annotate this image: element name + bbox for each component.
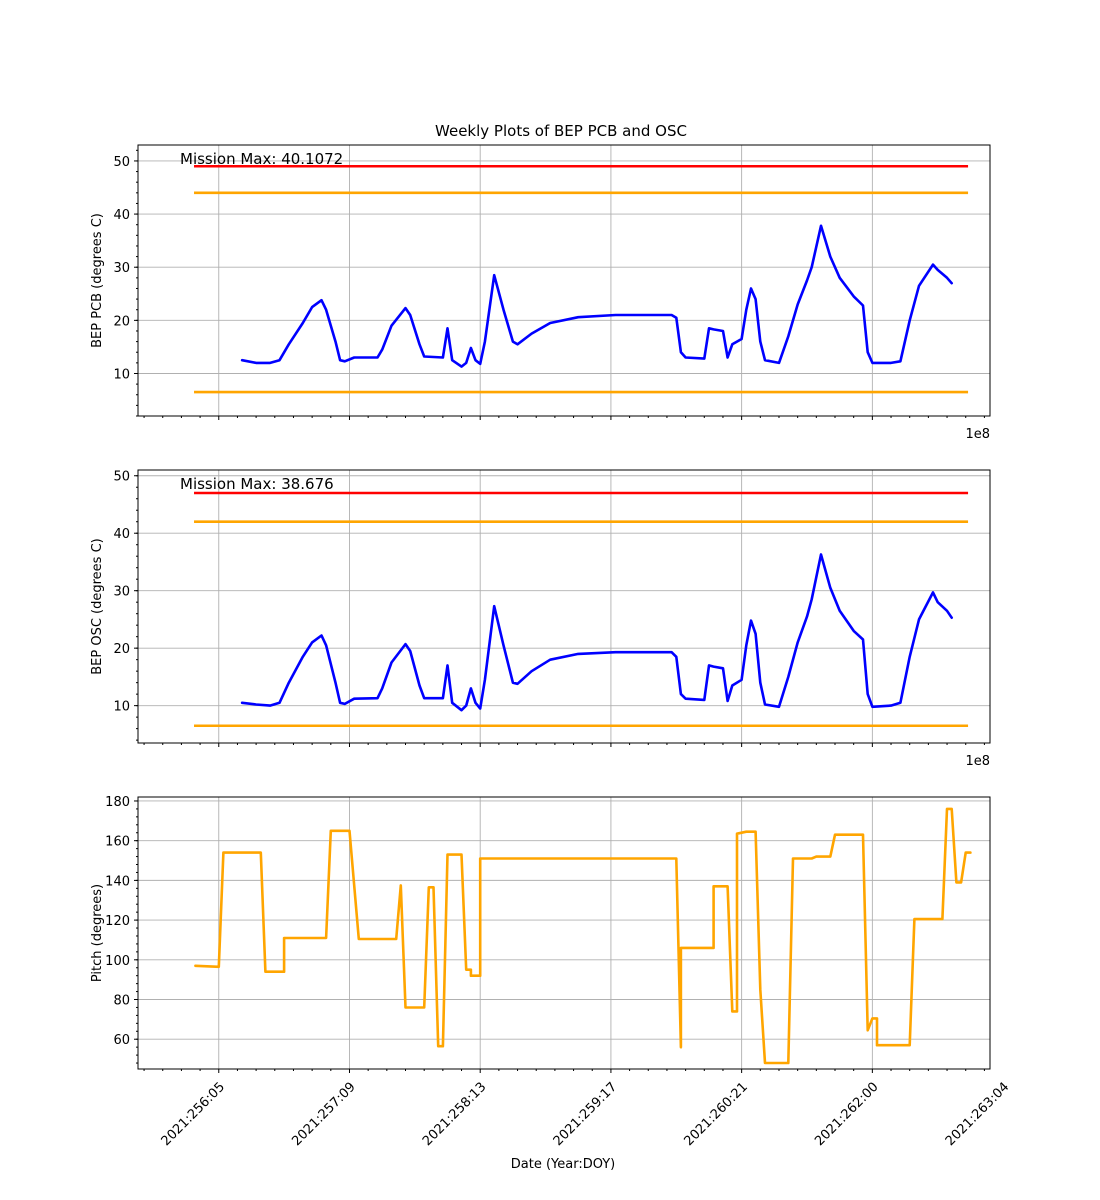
y-tick-label: 60	[113, 1033, 130, 1048]
series-line	[240, 553, 954, 712]
y-axis-title: Pitch (degrees)	[90, 884, 105, 982]
axes-frame	[137, 469, 991, 744]
y-tick-label: 20	[113, 314, 130, 329]
panel-1: Mission Max: 40.1072 10 20 30 40 50 1e8 BEP PCB…	[90, 144, 991, 442]
y-tick-label: 20	[113, 642, 130, 657]
mission-max-annotation: Mission Max: 38.676	[180, 475, 334, 493]
x-axis-title: Date (Year:DOY)	[511, 1157, 616, 1172]
series-line	[240, 224, 954, 368]
y-axis-title: BEP PCB (degrees C)	[90, 213, 105, 348]
y-tick-label: 180	[105, 795, 130, 810]
y-axis-title: BEP OSC (degrees C)	[90, 538, 105, 674]
axes-frame	[137, 144, 991, 417]
y-tick-label: 30	[113, 585, 130, 600]
y-tick-label: 160	[105, 835, 130, 850]
y-tick-label: 50	[113, 155, 130, 170]
x-offset-label: 1e8	[965, 754, 990, 769]
mission-max-annotation: Mission Max: 40.1072	[180, 150, 343, 168]
y-tick-label: 40	[113, 208, 130, 223]
y-tick-label: 10	[113, 367, 130, 382]
y-tick-label: 50	[113, 470, 130, 485]
series-line	[194, 807, 972, 1065]
y-tick-label: 140	[105, 874, 130, 889]
y-tick-label: 40	[113, 527, 130, 542]
y-tick-label: 10	[113, 700, 130, 715]
x-offset-label: 1e8	[965, 427, 990, 442]
y-tick-label: 30	[113, 261, 130, 276]
y-tick-label: 100	[105, 954, 130, 969]
y-tick-label: 120	[105, 914, 130, 929]
axes-frame	[137, 796, 991, 1070]
panel-2: Mission Max: 38.676 10 20 30 40 50 1e8 BEP OSC …	[90, 469, 991, 769]
y-tick-label: 80	[113, 994, 130, 1009]
chart-title: Weekly Plots of BEP PCB and OSC	[435, 122, 687, 140]
